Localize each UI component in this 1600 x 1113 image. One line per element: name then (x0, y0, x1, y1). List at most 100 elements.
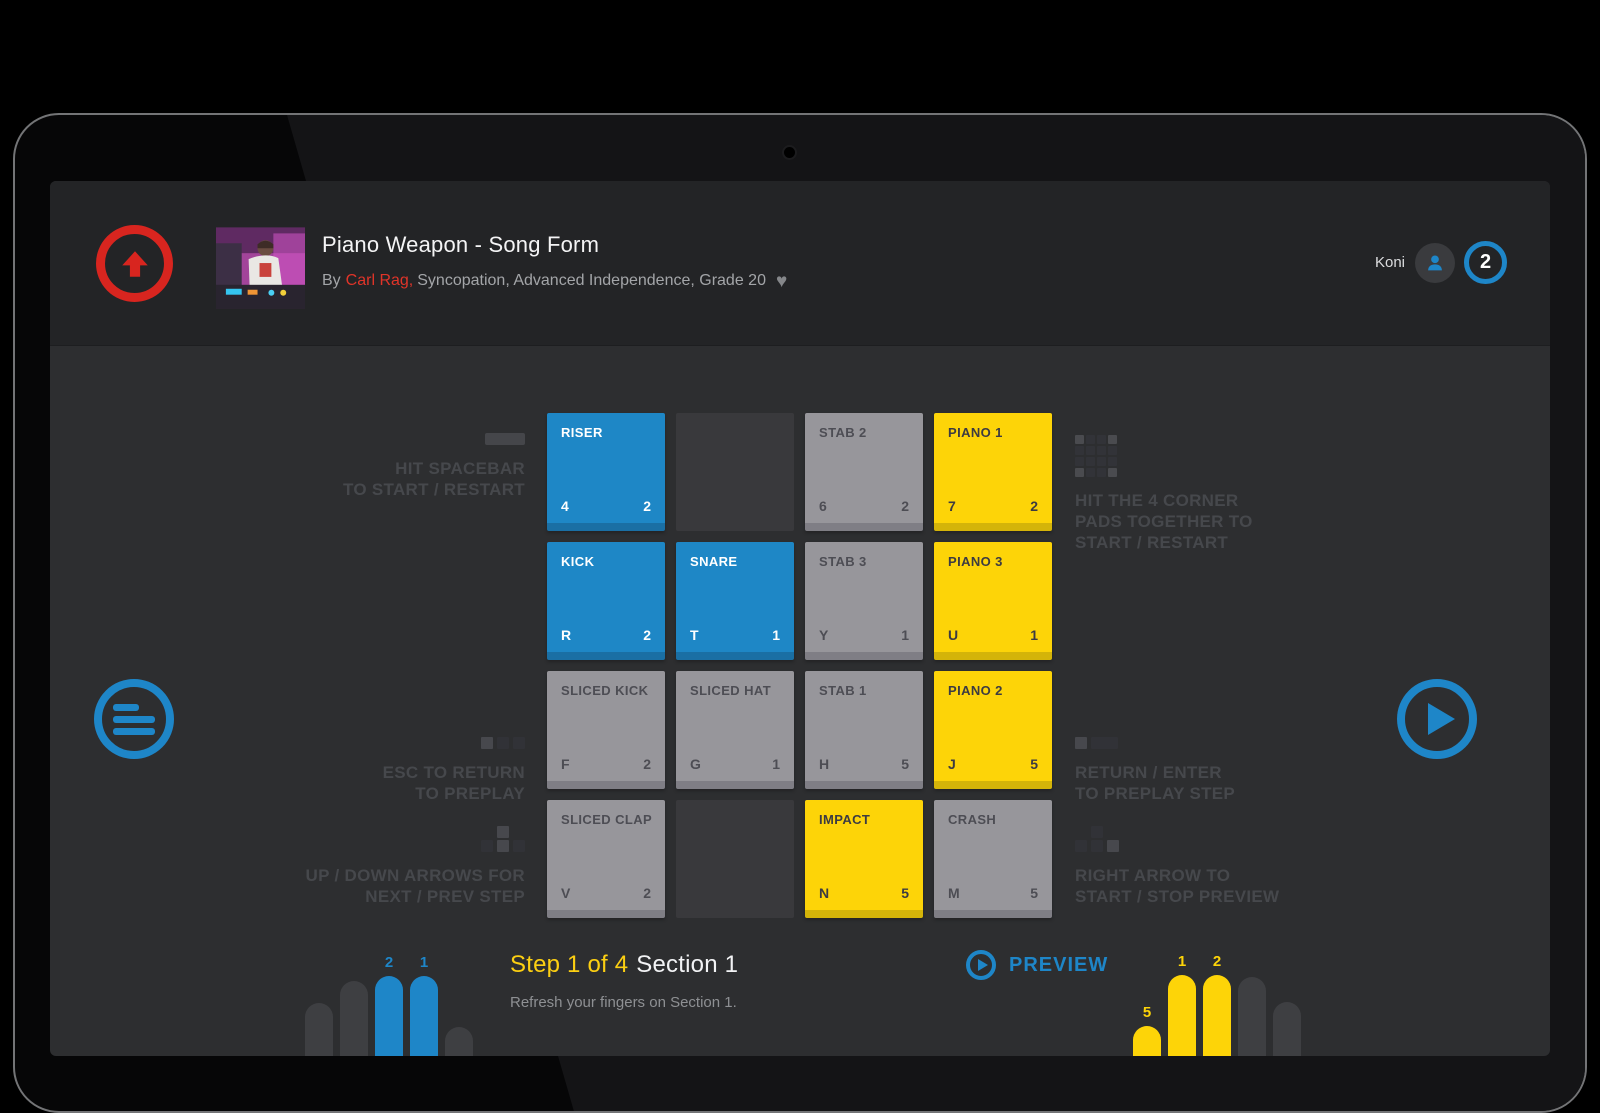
hint-line: ESC TO RETURN (382, 763, 525, 782)
hint-line: HIT THE 4 CORNER (1075, 491, 1239, 510)
pad-key-binding: J (948, 756, 956, 772)
hint-line: START / RESTART (1075, 533, 1229, 552)
pad-label: SLICED KICK (561, 683, 649, 698)
pad-finger-number: 5 (901, 885, 909, 901)
hint-line: TO PREPLAY STEP (1075, 784, 1236, 803)
artist-name[interactable]: Carl Rag, (345, 272, 414, 289)
pad-key-binding: H (819, 756, 830, 772)
step-section-title: Section 1 (636, 951, 739, 978)
pad-label: SNARE (690, 554, 738, 569)
finger-bar: 5 (1133, 1004, 1161, 1056)
pad-finger-number: 2 (643, 498, 651, 514)
exit-up-button[interactable] (96, 225, 173, 302)
list-icon (113, 703, 155, 735)
hint-spacebar: HIT SPACEBAR TO START / RESTART (225, 433, 525, 500)
pad-key-binding: R (561, 627, 572, 643)
pad-sliced-clap[interactable]: SLICED CLAP V 2 (547, 800, 665, 918)
pad-key-binding: Y (819, 627, 829, 643)
finger-bar: 1 (410, 954, 438, 1056)
pad-crash[interactable]: CRASH M 5 (934, 800, 1052, 918)
preview-button[interactable]: PREVIEW (966, 950, 1108, 980)
preview-play-icon (966, 950, 996, 980)
pad-label: STAB 1 (819, 683, 867, 698)
finger-bar: 1 (1168, 953, 1196, 1056)
pad-finger-number: 5 (1030, 756, 1038, 772)
finger-bar-label: 1 (419, 954, 429, 971)
pad-key-binding: 4 (561, 498, 569, 514)
byline-details: Syncopation, Advanced Independence, Grad… (417, 272, 766, 289)
right-hand-meter: 5 1 2 (1133, 951, 1303, 1056)
pad-key-binding: 7 (948, 498, 956, 514)
pad-label: PIANO 1 (948, 425, 1003, 440)
song-thumbnail (216, 227, 305, 309)
hint-line: START / STOP PREVIEW (1075, 887, 1280, 906)
return-key-icon (1075, 737, 1118, 749)
pad-sliced-hat[interactable]: SLICED HAT G 1 (676, 671, 794, 789)
pad-label: SLICED CLAP (561, 812, 653, 827)
pad-impact[interactable]: IMPACT N 5 (805, 800, 923, 918)
pad-riser[interactable]: RISER 4 2 (547, 413, 665, 531)
hint-line: UP / DOWN ARROWS FOR (305, 866, 525, 885)
pad-label: PIANO 2 (948, 683, 1003, 698)
pad-key-binding: T (690, 627, 699, 643)
pad-key-binding: F (561, 756, 570, 772)
pad-stab-3[interactable]: STAB 3 Y 1 (805, 542, 923, 660)
app-screen: Piano Weapon - Song Form By Carl Rag, Sync… (50, 181, 1550, 1056)
pad-label: IMPACT (819, 812, 871, 827)
hint-updown-arrows: UP / DOWN ARROWS FOR NEXT / PREV STEP (225, 826, 525, 907)
pad-key-binding: U (948, 627, 959, 643)
pad-finger-number: 5 (1030, 885, 1038, 901)
pad-finger-number: 2 (643, 627, 651, 643)
app-header: Piano Weapon - Song Form By Carl Rag, Sync… (50, 181, 1550, 346)
pad-empty[interactable] (676, 413, 794, 531)
step-indicator: Step 1 of 4 Section 1 (510, 951, 738, 979)
pad-key-binding: 6 (819, 498, 827, 514)
play-button[interactable] (1397, 679, 1477, 759)
step-number: Step 1 of 4 (510, 951, 629, 978)
hint-line: TO PREPLAY (415, 784, 525, 803)
finger-bar: 2 (375, 954, 403, 1056)
level-badge[interactable]: 2 (1464, 241, 1507, 284)
pad-piano-2[interactable]: PIANO 2 J 5 (934, 671, 1052, 789)
pad-finger-number: 1 (1030, 627, 1038, 643)
finger-bar (305, 1003, 333, 1056)
pad-label: CRASH (948, 812, 997, 827)
favorite-heart-icon[interactable]: ♥ (775, 271, 788, 292)
pad-label: RISER (561, 425, 603, 440)
pad-kick[interactable]: KICK R 2 (547, 542, 665, 660)
spacebar-key-icon (485, 433, 525, 445)
pad-finger-number: 2 (643, 885, 651, 901)
pad-piano-3[interactable]: PIANO 3 U 1 (934, 542, 1052, 660)
pad-snare[interactable]: SNARE T 1 (676, 542, 794, 660)
pad-key-binding: V (561, 885, 571, 901)
song-title: Piano Weapon - Song Form (322, 232, 600, 257)
pad-finger-number: 2 (901, 498, 909, 514)
steps-menu-button[interactable] (94, 679, 174, 759)
pad-label: KICK (561, 554, 595, 569)
hint-right-arrow: RIGHT ARROW TO START / STOP PREVIEW (1075, 826, 1375, 907)
user-avatar[interactable] (1415, 243, 1455, 283)
hint-line: PADS TOGETHER TO (1075, 512, 1253, 531)
pad-stab-2[interactable]: STAB 2 6 2 (805, 413, 923, 531)
hint-line: TO START / RESTART (342, 480, 525, 499)
up-arrow-icon (121, 250, 148, 277)
finger-bar (445, 1027, 473, 1056)
pad-empty[interactable] (676, 800, 794, 918)
pad-key-binding: N (819, 885, 830, 901)
pad-stab-1[interactable]: STAB 1 H 5 (805, 671, 923, 789)
step-description: Refresh your fingers on Section 1. (510, 994, 737, 1011)
finger-bar-label: 5 (1142, 1004, 1152, 1021)
pad-label: STAB 3 (819, 554, 867, 569)
pad-finger-number: 1 (901, 627, 909, 643)
pad-key-binding: G (690, 756, 701, 772)
hint-corner-pads: HIT THE 4 CORNER PADS TOGETHER TO START … (1075, 435, 1375, 553)
pad-label: STAB 2 (819, 425, 867, 440)
pad-piano-1[interactable]: PIANO 1 7 2 (934, 413, 1052, 531)
hint-return-enter: RETURN / ENTER TO PREPLAY STEP (1075, 737, 1375, 804)
hint-esc: ESC TO RETURN TO PREPLAY (225, 737, 525, 804)
pad-sliced-kick[interactable]: SLICED KICK F 2 (547, 671, 665, 789)
finger-bar (1238, 977, 1266, 1056)
dj-photo-illustration (216, 227, 305, 309)
hint-line: HIT SPACEBAR (395, 459, 525, 478)
camera-dot (784, 147, 795, 158)
